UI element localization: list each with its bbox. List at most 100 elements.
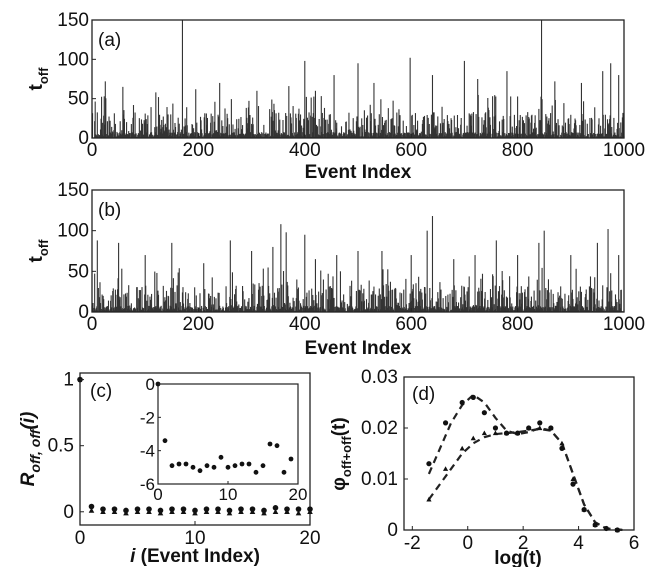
panel-c-point-triangle bbox=[238, 508, 244, 515]
inset-x-tick-label: 10 bbox=[219, 485, 238, 504]
panel-d-marks bbox=[426, 393, 623, 533]
panel-d-label: (d) bbox=[412, 384, 435, 405]
panel-d-fit-line bbox=[428, 427, 623, 532]
x-tick-label: 200 bbox=[183, 140, 215, 161]
y-tick-label: 0 bbox=[387, 520, 398, 541]
panel-c-point-triangle bbox=[88, 507, 95, 513]
x-tick-label: 800 bbox=[502, 140, 534, 161]
y-tick-label: 0.5 bbox=[48, 436, 74, 457]
inset-y-tick-label: -6 bbox=[140, 475, 155, 494]
x-tick-label: 200 bbox=[183, 314, 215, 335]
x-tick-label: 1000 bbox=[603, 140, 645, 161]
y-tick-label: 0.03 bbox=[361, 367, 398, 388]
panel-c-point-triangle bbox=[111, 508, 118, 515]
panel-c-inset-point bbox=[211, 464, 217, 470]
panel-c-point-triangle bbox=[261, 510, 267, 516]
panel-d-point-triangle bbox=[614, 527, 620, 533]
panel-d-point-circle bbox=[470, 394, 476, 400]
y-tick-label: 150 bbox=[57, 10, 89, 31]
inset-x-tick-label: 0 bbox=[153, 485, 162, 504]
panel-c-point-triangle bbox=[226, 510, 233, 516]
panel-c-point-triangle bbox=[169, 508, 175, 515]
inset-y-tick-label: -4 bbox=[140, 442, 155, 461]
panel-d-ylabel: φoff+off(t) bbox=[329, 417, 354, 490]
x-tick-label: -2 bbox=[404, 533, 421, 554]
panel-c-label: (c) bbox=[90, 381, 112, 402]
panel-c-inset-point bbox=[162, 438, 168, 444]
inset-y-tick-label: 0 bbox=[146, 375, 155, 394]
panel-c-point-triangle bbox=[249, 508, 256, 515]
panel-c-point-triangle bbox=[272, 508, 279, 515]
x-tick-label: 0 bbox=[87, 314, 98, 335]
y-tick-label: 0 bbox=[63, 502, 74, 523]
panel-b-ylabel: toff bbox=[26, 239, 51, 263]
panel-a-axes-frame bbox=[91, 19, 625, 139]
inset-x-tick-label: 20 bbox=[289, 485, 308, 504]
panel-d-point-triangle bbox=[503, 430, 510, 436]
panel-d-ticks: -2 0 2 4 6 0 0.01 0.02 0.03 bbox=[361, 367, 639, 554]
panel-c-point-triangle bbox=[100, 508, 106, 515]
panel-d-point-triangle bbox=[581, 507, 587, 512]
panel-d-point-circle bbox=[442, 420, 449, 426]
panel-a-bars bbox=[91, 20, 625, 138]
panel-c-inset-point bbox=[246, 461, 252, 467]
panel-b-ticks: 0 200 400 600 800 1000 0 50 100 150 bbox=[57, 180, 645, 335]
y-tick-label: 0.01 bbox=[361, 469, 398, 490]
panel-d-point-triangle bbox=[492, 430, 499, 436]
x-tick-label: 2 bbox=[518, 533, 529, 554]
x-tick-label: 800 bbox=[502, 314, 534, 335]
panel-c-point-triangle bbox=[192, 510, 198, 516]
panel-b-bars bbox=[91, 216, 625, 312]
panel-c-point-triangle bbox=[295, 510, 302, 516]
panel-c-inset-point bbox=[253, 469, 259, 475]
x-tick-label: 10 bbox=[184, 528, 205, 549]
panel-d-point-circle bbox=[537, 420, 543, 426]
x-tick-label: 600 bbox=[395, 140, 427, 161]
x-tick-label: 400 bbox=[289, 140, 321, 161]
x-tick-label: 0 bbox=[75, 528, 86, 549]
panel-c-inset: 0 10 20 0 -2 -4 -6 bbox=[140, 375, 308, 504]
panel-c-ylabel: Roff, off(i) bbox=[18, 412, 43, 487]
y-tick-label: 1 bbox=[63, 370, 74, 391]
panel-d-point-triangle bbox=[548, 425, 554, 431]
panel-c-point-triangle bbox=[307, 508, 313, 515]
panel-c-inset-point bbox=[176, 461, 182, 467]
panel-c-ticks: 0 10 20 0 0.5 1 bbox=[48, 370, 321, 549]
panel-b-label: (b) bbox=[98, 200, 121, 221]
y-tick-label: 0 bbox=[78, 128, 89, 149]
panel-c-point-triangle bbox=[157, 510, 164, 516]
panel-a-ticks: 0 200 400 600 800 1000 0 50 100 150 bbox=[57, 10, 645, 161]
panel-c-inset-point bbox=[260, 463, 266, 469]
panel-d-point-triangle bbox=[526, 425, 532, 431]
x-tick-label: 0 bbox=[462, 533, 473, 554]
panel-d-axes-frame bbox=[403, 376, 635, 531]
panel-d-point-triangle bbox=[515, 430, 521, 436]
x-tick-label: 0 bbox=[87, 140, 98, 161]
panel-d-point-triangle bbox=[592, 522, 598, 527]
panel-c-inset-point bbox=[232, 463, 238, 469]
panel-d-point-triangle bbox=[603, 525, 609, 531]
panel-c-point-triangle bbox=[215, 508, 221, 515]
x-tick-label: 1000 bbox=[603, 314, 645, 335]
x-tick-label: 400 bbox=[289, 314, 321, 335]
x-tick-label: 20 bbox=[299, 528, 320, 549]
x-tick-label: 4 bbox=[573, 533, 584, 554]
panel-d-point-triangle bbox=[442, 466, 449, 471]
panel-c-point-triangle bbox=[180, 508, 187, 515]
panel-a-ylabel: toff bbox=[26, 67, 51, 91]
panel-c-inset-point bbox=[239, 461, 245, 467]
panel-d-point-triangle bbox=[537, 425, 543, 431]
panel-d-point-circle bbox=[426, 461, 432, 467]
panel-c-inset-point bbox=[225, 464, 231, 470]
y-tick-label: 150 bbox=[57, 180, 89, 201]
panel-c-point-circle bbox=[295, 506, 302, 512]
panel-d-point-circle bbox=[570, 481, 576, 487]
panel-c-inset-point bbox=[183, 461, 189, 467]
panel-c-inset-point bbox=[274, 443, 280, 449]
panel-c-inset-point bbox=[190, 464, 196, 470]
panel-c-point-circle bbox=[272, 505, 279, 511]
y-tick-label: 100 bbox=[57, 49, 89, 70]
x-tick-label: 6 bbox=[629, 533, 640, 554]
panel-a: (a) 0 200 400 600 800 1000 0 50 100 150 Event Ind… bbox=[26, 10, 645, 183]
y-tick-label: 0.02 bbox=[361, 418, 398, 439]
